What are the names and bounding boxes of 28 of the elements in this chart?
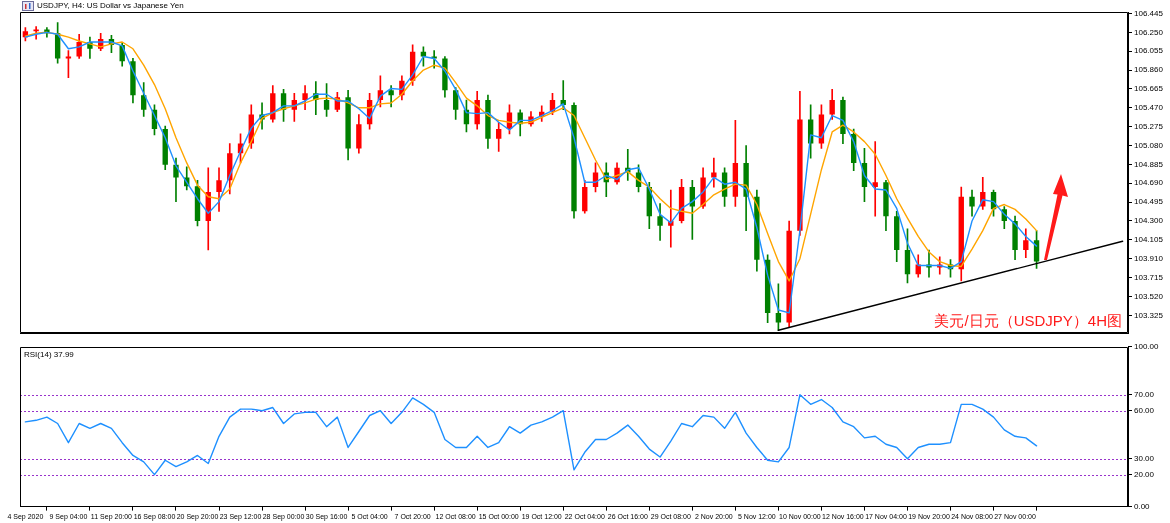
y-tick-label: 104.300 xyxy=(1134,216,1164,226)
y-tick-label: 104.105 xyxy=(1134,235,1164,245)
chart-title: RSI(14) 37.99 xyxy=(24,350,75,359)
y-tick-label: 60.00 xyxy=(1134,405,1155,415)
y-tick-label: 103.910 xyxy=(1134,253,1164,263)
y-tick-label: 106.055 xyxy=(1134,46,1164,56)
y-tick-label: 103.715 xyxy=(1134,272,1164,282)
y-tick-label: 0.00 xyxy=(1134,501,1151,511)
y-tick-label: 103.520 xyxy=(1134,291,1164,301)
y-tick-label: 70.00 xyxy=(1134,389,1155,399)
candlestick xyxy=(872,141,878,217)
y-tick-label: 105.860 xyxy=(1134,65,1164,75)
y-tick-label: 104.885 xyxy=(1134,159,1164,169)
y-tick-label: 103.325 xyxy=(1134,310,1164,320)
y-tick-label: 105.275 xyxy=(1134,121,1164,131)
y-tick-label: 104.495 xyxy=(1134,197,1164,207)
y-tick-label: 106.445 xyxy=(1134,8,1164,18)
y-tick-label: 20.00 xyxy=(1134,469,1155,479)
y-tick-label: 104.690 xyxy=(1134,178,1164,188)
candlestick xyxy=(711,157,717,188)
y-tick-label: 105.470 xyxy=(1134,102,1164,112)
y-tick-label: 100.00 xyxy=(1134,342,1160,351)
y-tick-label: 105.665 xyxy=(1134,84,1164,94)
chart-title: USDJPY, H4: US Dollar vs Japanese Yen xyxy=(37,1,184,11)
y-tick-label: 105.080 xyxy=(1134,140,1164,150)
annotation: 美元/日元（USDJPY）4H图 xyxy=(934,311,1122,329)
y-tick-label: 30.00 xyxy=(1134,453,1155,463)
y-tick-label: 106.250 xyxy=(1134,27,1164,37)
